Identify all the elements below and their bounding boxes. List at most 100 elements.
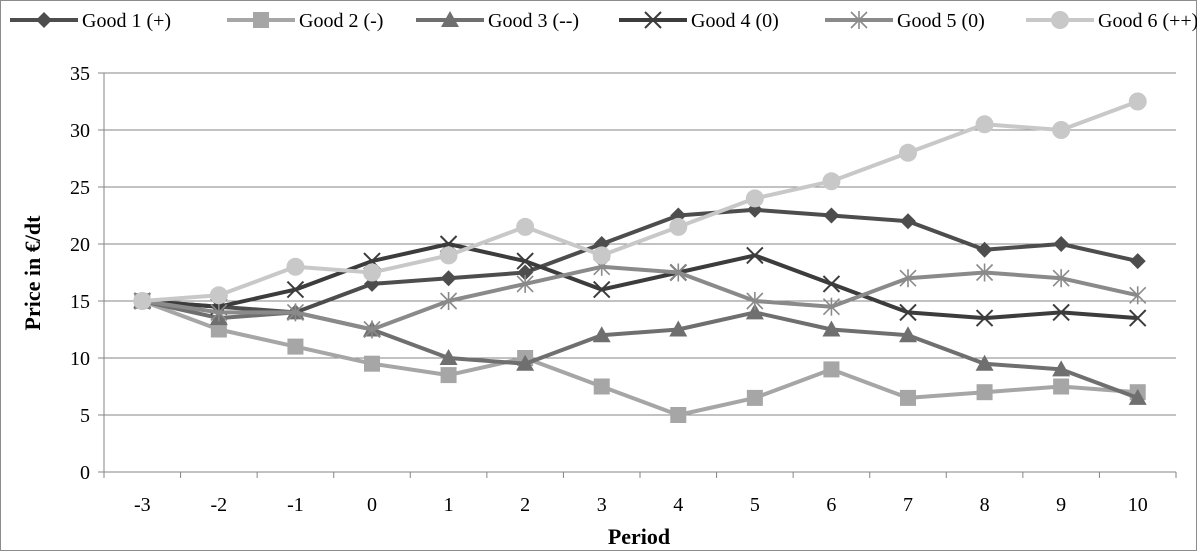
x-marker-stroke bbox=[1129, 309, 1147, 327]
circle-marker bbox=[133, 292, 152, 310]
x-marker-stroke bbox=[746, 246, 764, 265]
legend-label: Good 6 (++) bbox=[1098, 10, 1197, 32]
data-point bbox=[976, 241, 993, 258]
legend: Good 1 (+) Good 2 (-) Good 3 (--) Good 4 (0… bbox=[10, 10, 1197, 32]
square-marker bbox=[253, 12, 269, 28]
data-point bbox=[1128, 92, 1147, 111]
legend-label: Good 3 (--) bbox=[488, 10, 579, 32]
square-marker bbox=[364, 355, 380, 372]
circle-marker bbox=[592, 246, 611, 265]
triangle-marker bbox=[669, 320, 688, 337]
square-marker bbox=[1053, 378, 1070, 395]
legend-marker bbox=[36, 12, 52, 28]
x-tick-label: 7 bbox=[903, 494, 913, 516]
diamond-marker bbox=[517, 264, 534, 281]
data-point bbox=[363, 320, 381, 339]
data-point bbox=[899, 143, 917, 162]
x-marker-stroke bbox=[593, 280, 611, 299]
data-point bbox=[593, 280, 611, 299]
data-point bbox=[975, 115, 994, 134]
legend-item-1: Good 1 (+) bbox=[10, 10, 171, 32]
square-marker bbox=[746, 389, 763, 406]
x-tick-label: 2 bbox=[520, 494, 530, 516]
data-point bbox=[209, 286, 228, 305]
x-tick-label: 0 bbox=[367, 494, 377, 516]
legend-marker bbox=[253, 12, 269, 28]
data-point bbox=[900, 213, 916, 230]
data-point bbox=[822, 297, 840, 316]
data-point bbox=[670, 407, 687, 423]
triangle-marker bbox=[822, 320, 841, 337]
diamond-marker bbox=[36, 12, 52, 28]
data-point bbox=[1052, 121, 1071, 139]
circle-marker bbox=[1051, 11, 1069, 29]
legend-marker bbox=[850, 11, 868, 29]
data-point bbox=[745, 303, 764, 320]
triangle-marker bbox=[745, 303, 764, 320]
circle-marker bbox=[745, 189, 764, 208]
square-marker bbox=[287, 338, 304, 355]
data-point bbox=[822, 172, 841, 191]
data-point bbox=[975, 354, 994, 371]
y-tick-label: 30 bbox=[70, 120, 90, 142]
triangle-marker bbox=[516, 354, 535, 371]
x-tick-labels: -3 -2 -1 0 1 2 3 4 5 6 7 8 9 10 bbox=[134, 494, 1148, 516]
data-point bbox=[440, 270, 457, 287]
legend-label: Good 4 (0) bbox=[691, 10, 779, 32]
data-point bbox=[1052, 360, 1071, 377]
data-point bbox=[133, 292, 152, 310]
square-marker bbox=[593, 378, 610, 395]
y-tick-label: 10 bbox=[70, 348, 90, 370]
circle-marker bbox=[363, 263, 381, 282]
diamond-marker bbox=[1129, 253, 1146, 270]
legend-label: Good 5 (0) bbox=[897, 10, 985, 32]
y-tick-label: 0 bbox=[80, 462, 90, 484]
data-point bbox=[976, 263, 994, 282]
circle-marker bbox=[516, 217, 535, 236]
data-point bbox=[746, 389, 763, 406]
data-point bbox=[210, 321, 227, 338]
x-marker-stroke bbox=[516, 252, 534, 270]
series-5 bbox=[133, 257, 1147, 339]
square-marker bbox=[900, 389, 916, 406]
y-tick-label: 15 bbox=[70, 291, 90, 313]
circle-marker bbox=[209, 286, 228, 305]
triangle-marker bbox=[592, 326, 611, 343]
y-tick-label: 20 bbox=[70, 234, 90, 256]
data-point bbox=[669, 263, 687, 282]
data-point bbox=[1128, 388, 1147, 405]
data-point bbox=[364, 355, 380, 372]
legend-label: Good 1 (+) bbox=[82, 10, 171, 32]
data-point bbox=[517, 264, 534, 281]
legend-marker bbox=[644, 11, 662, 29]
data-point bbox=[592, 326, 611, 343]
data-point bbox=[363, 263, 381, 282]
x-marker-stroke bbox=[899, 303, 917, 322]
data-point bbox=[669, 320, 688, 337]
x-tick-label: -2 bbox=[211, 494, 228, 516]
series-6 bbox=[133, 92, 1147, 310]
x-tick-label: 6 bbox=[826, 494, 836, 516]
series-line bbox=[141, 299, 1138, 417]
data-point bbox=[1052, 269, 1070, 288]
legend-marker bbox=[441, 11, 459, 27]
data-point bbox=[669, 217, 688, 236]
x-tick-label: 3 bbox=[597, 494, 607, 516]
data-point bbox=[439, 246, 458, 265]
triangle-marker bbox=[899, 326, 917, 343]
data-point bbox=[823, 207, 840, 224]
data-point bbox=[746, 292, 764, 310]
series-line bbox=[142, 207, 1139, 315]
square-marker bbox=[670, 407, 687, 423]
circle-marker bbox=[822, 172, 841, 191]
legend-marker bbox=[1051, 11, 1069, 29]
y-tick-label: 35 bbox=[70, 63, 90, 85]
data-point bbox=[439, 349, 458, 365]
data-point bbox=[745, 189, 764, 208]
triangle-marker bbox=[1128, 388, 1147, 405]
data-point bbox=[516, 354, 535, 371]
circle-marker bbox=[669, 217, 688, 236]
x-marker-stroke bbox=[975, 309, 994, 327]
x-tick-label: 8 bbox=[980, 494, 990, 516]
